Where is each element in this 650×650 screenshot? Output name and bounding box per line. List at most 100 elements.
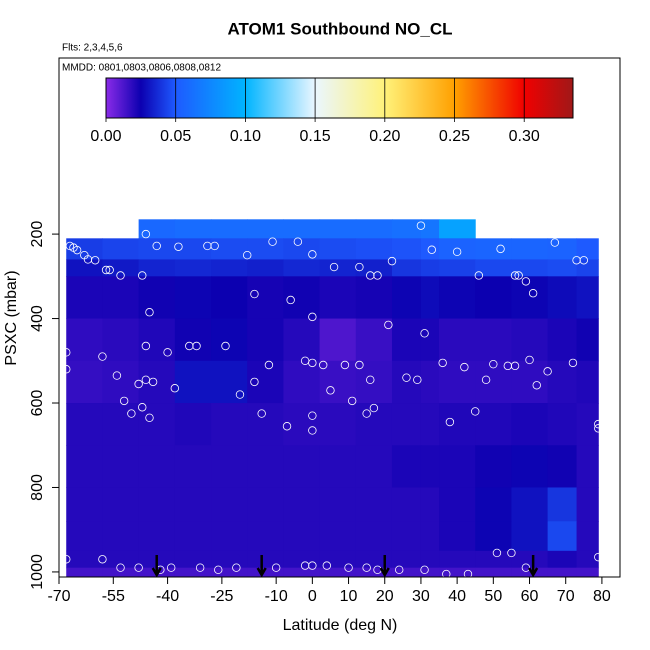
heat-cell [355, 219, 393, 239]
y-tick-label: 200 [29, 221, 46, 248]
arrow [528, 555, 539, 578]
heat-cell [247, 238, 284, 260]
point [286, 295, 295, 305]
subtitle: Flts: 2,3,4,5,6 [62, 43, 123, 54]
point [271, 563, 281, 572]
point [214, 565, 223, 575]
point [145, 413, 154, 422]
heat-cell [211, 487, 248, 522]
point [232, 563, 241, 572]
point [112, 371, 122, 380]
point [134, 563, 143, 572]
x-tick-label: 40 [448, 588, 466, 605]
point [138, 271, 147, 280]
point [90, 256, 100, 265]
point [474, 271, 484, 280]
heat-cell [576, 238, 599, 260]
heat-cell [576, 521, 599, 552]
point [366, 375, 375, 384]
y-tick-label: 400 [29, 305, 46, 332]
x-tick-label: 60 [521, 588, 539, 605]
heat-cell [174, 567, 212, 577]
heat-cell [475, 276, 512, 320]
point [463, 569, 473, 579]
heat-cell [283, 487, 321, 522]
point [362, 563, 371, 572]
heat-cell [66, 259, 103, 277]
heat-cell [138, 403, 176, 446]
annotation: MMDD: 0801,0803,0806,0808,0812 [62, 63, 221, 74]
colorbar-tick-label: 0.25 [439, 128, 470, 145]
heat-cell [547, 550, 578, 569]
x-tick-label: -25 [210, 588, 233, 605]
colorbar-tick-label: 0.05 [160, 128, 191, 145]
heat-cell [102, 238, 140, 260]
heat-cell [319, 521, 357, 552]
heat-cell [439, 276, 476, 320]
point [340, 360, 350, 370]
heat-cell [102, 521, 140, 552]
point [355, 360, 364, 370]
heat-cell [66, 550, 103, 569]
heat-cell [102, 550, 140, 569]
heat-cell [439, 259, 476, 277]
heat-cell [138, 219, 176, 239]
point [62, 348, 71, 357]
point [344, 563, 353, 572]
point [550, 238, 560, 247]
heat-cell [420, 219, 440, 239]
heat-cell [475, 445, 512, 488]
point [594, 424, 603, 433]
heat-cell [511, 550, 549, 569]
colorbar-tick-label: 0.00 [90, 128, 121, 145]
point [525, 355, 534, 365]
point [329, 262, 339, 272]
heat-cell [102, 487, 140, 522]
heat-cell [511, 521, 549, 552]
heat-cell [66, 360, 103, 404]
point [413, 375, 422, 384]
heat-cell [547, 259, 578, 277]
point [264, 360, 274, 370]
heat-cell [420, 550, 440, 569]
heat-cell [511, 276, 549, 320]
heat-cell [174, 360, 212, 404]
point [322, 561, 332, 570]
heat-cell [547, 567, 578, 577]
point [152, 241, 161, 251]
heat-cell [547, 445, 578, 488]
point [395, 565, 404, 575]
heat-cell [66, 318, 103, 362]
heat-cell [319, 550, 357, 569]
heat-cell [247, 259, 284, 277]
heat-cell [511, 487, 549, 522]
heat-cell [355, 318, 393, 362]
heat-cell [355, 487, 393, 522]
point [116, 271, 125, 280]
point [496, 244, 505, 254]
x-tick-label: -55 [102, 588, 125, 605]
point [105, 265, 114, 275]
x-tick-label: 50 [484, 588, 502, 605]
heat-cell [211, 318, 248, 362]
heat-cell [247, 521, 284, 552]
heat-cell [102, 259, 140, 277]
heat-cell [439, 567, 476, 577]
heat-cell [511, 238, 549, 260]
heat-cell [475, 567, 512, 577]
point [452, 247, 462, 257]
heat-cell [319, 219, 357, 239]
point [148, 377, 158, 387]
point [257, 409, 266, 418]
point [72, 245, 82, 255]
x-tick-label: -40 [156, 588, 179, 605]
heat-cell [319, 403, 357, 446]
heat-cell [66, 276, 103, 320]
heat-cell [391, 403, 422, 446]
heat-cell [319, 487, 357, 522]
heat-cell [283, 567, 321, 577]
point [445, 417, 455, 427]
heat-cell [576, 550, 599, 569]
heat-cell [355, 521, 393, 552]
heat-cell [102, 567, 140, 577]
